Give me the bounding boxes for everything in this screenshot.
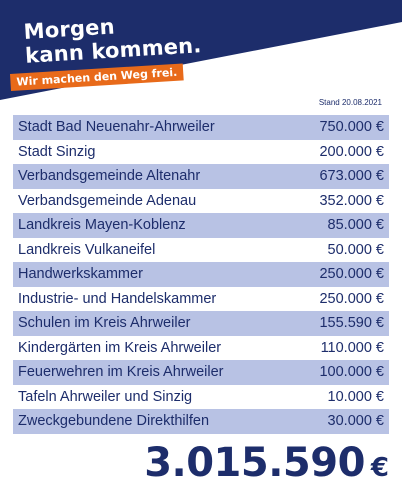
row-name: Kindergärten im Kreis Ahrweiler bbox=[18, 339, 222, 356]
row-amount: 200.000 € bbox=[319, 143, 384, 160]
row-amount: 50.000 € bbox=[327, 241, 384, 258]
row-name: Tafeln Ahrweiler und Sinzig bbox=[18, 388, 193, 405]
row-name: Zweckgebundene Direkthilfen bbox=[18, 413, 210, 430]
table-row: Stadt Bad Neuenahr-Ahrweiler 750.000 € bbox=[13, 115, 389, 140]
row-name: Industrie- und Handelskammer bbox=[18, 290, 217, 307]
total-value: 3.015.590 bbox=[144, 440, 365, 486]
row-name: Verbandsgemeinde Adenau bbox=[18, 192, 197, 209]
row-amount: 110.000 € bbox=[320, 339, 384, 356]
row-name: Stadt Bad Neuenahr-Ahrweiler bbox=[18, 119, 215, 136]
row-name: Verbandsgemeinde Altenahr bbox=[18, 168, 201, 185]
table-row: Industrie- und Handelskammer 250.000 € bbox=[13, 287, 389, 312]
table-row: Stadt Sinzig 200.000 € bbox=[13, 140, 389, 165]
row-name: Schulen im Kreis Ahrweiler bbox=[18, 315, 191, 332]
table-row: Verbandsgemeinde Altenahr 673.000 € bbox=[13, 164, 389, 189]
donation-table: Stadt Bad Neuenahr-Ahrweiler 750.000 € S… bbox=[13, 115, 389, 434]
row-name: Landkreis Mayen-Koblenz bbox=[18, 217, 186, 234]
row-amount: 30.000 € bbox=[327, 413, 384, 430]
table-row: Handwerkskammer 250.000 € bbox=[13, 262, 389, 287]
campaign-header: Morgen kann kommen. Wir machen den Weg f… bbox=[0, 0, 402, 110]
table-row: Kindergärten im Kreis Ahrweiler 110.000 … bbox=[13, 336, 389, 361]
table-row: Feuerwehren im Kreis Ahrweiler 100.000 € bbox=[13, 360, 389, 385]
row-name: Handwerkskammer bbox=[18, 266, 143, 283]
row-amount: 673.000 € bbox=[319, 168, 384, 185]
row-name: Stadt Sinzig bbox=[18, 143, 96, 160]
total-amount: 3.015.590 € bbox=[144, 440, 389, 486]
total-currency: € bbox=[370, 453, 389, 483]
row-amount: 352.000 € bbox=[319, 192, 384, 209]
table-row: Schulen im Kreis Ahrweiler 155.590 € bbox=[13, 311, 389, 336]
row-amount: 85.000 € bbox=[327, 217, 384, 234]
table-row: Landkreis Vulkaneifel 50.000 € bbox=[13, 238, 389, 263]
row-amount: 100.000 € bbox=[319, 364, 384, 381]
table-row: Tafeln Ahrweiler und Sinzig 10.000 € bbox=[13, 385, 389, 410]
row-amount: 750.000 € bbox=[319, 119, 384, 136]
table-row: Verbandsgemeinde Adenau 352.000 € bbox=[13, 189, 389, 214]
row-name: Feuerwehren im Kreis Ahrweiler bbox=[18, 364, 224, 381]
stand-date: Stand 20.08.2021 bbox=[318, 98, 382, 107]
row-amount: 250.000 € bbox=[319, 290, 384, 307]
row-name: Landkreis Vulkaneifel bbox=[18, 241, 156, 258]
row-amount: 250.000 € bbox=[319, 266, 384, 283]
row-amount: 10.000 € bbox=[327, 388, 384, 405]
table-row: Zweckgebundene Direkthilfen 30.000 € bbox=[13, 409, 389, 434]
row-amount: 155.590 € bbox=[319, 315, 384, 332]
table-row: Landkreis Mayen-Koblenz 85.000 € bbox=[13, 213, 389, 238]
